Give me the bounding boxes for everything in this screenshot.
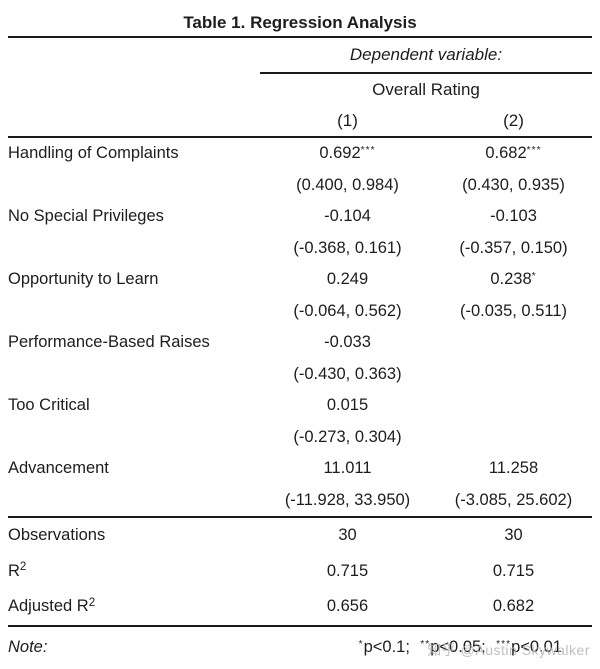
stats-row: Observations 30 30 bbox=[8, 518, 592, 554]
table-row: (-0.430, 0.363) bbox=[8, 359, 592, 391]
significance-legend: *p<0.1; **p<0.05; ***p<0.01 bbox=[358, 637, 562, 656]
variable-label: No Special Privileges bbox=[8, 207, 164, 225]
ci-cell: (0.430, 0.935) bbox=[462, 175, 565, 194]
coef-cell: 0.682*** bbox=[485, 144, 542, 162]
ci-cell: (-11.928, 33.950) bbox=[284, 490, 411, 509]
table-header-columns: Dependent variable: Overall Rating (1) (… bbox=[260, 38, 592, 136]
significance-stars: * bbox=[531, 271, 537, 283]
ci-cell bbox=[435, 422, 592, 454]
stats-note-rule bbox=[8, 624, 592, 627]
significance-stars: *** bbox=[360, 145, 376, 157]
ci-cell: (-0.064, 0.562) bbox=[293, 301, 402, 320]
coef-cell: 0.238* bbox=[490, 270, 537, 288]
variable-label: Performance-Based Raises bbox=[8, 333, 210, 351]
coef-cell: 0.015 bbox=[326, 396, 369, 414]
coef-cell bbox=[435, 390, 592, 424]
ci-cell: (-0.368, 0.161) bbox=[293, 238, 402, 257]
squared-superscript: 2 bbox=[88, 596, 96, 609]
stat-value: 0.715 bbox=[326, 561, 369, 580]
stats-row: R2 0.715 0.715 bbox=[8, 554, 592, 590]
coef-cell: 11.258 bbox=[488, 459, 539, 477]
coef-cell: -0.033 bbox=[324, 333, 371, 351]
stat-label: Observations bbox=[8, 526, 106, 544]
ci-cell: (0.400, 0.984) bbox=[296, 175, 399, 194]
table-row: (-11.928, 33.950) (-3.085, 25.602) bbox=[8, 485, 592, 517]
significance-stars: * bbox=[358, 638, 364, 650]
model-number-row: (1) (2) bbox=[260, 106, 592, 136]
dependent-variable-name: Overall Rating bbox=[372, 80, 480, 99]
stat-value: 0.715 bbox=[492, 561, 535, 580]
table-row: Performance-Based Raises -0.033 bbox=[8, 327, 592, 359]
significance-stars: *** bbox=[496, 638, 512, 650]
model-1-label: (1) bbox=[337, 111, 358, 130]
table-row: No Special Privileges -0.104 -0.103 bbox=[8, 201, 592, 233]
table-row: (-0.064, 0.562) (-0.035, 0.511) bbox=[8, 296, 592, 328]
significance-stars: *** bbox=[526, 145, 542, 157]
variable-label: Too Critical bbox=[8, 396, 90, 414]
variable-label: Opportunity to Learn bbox=[8, 270, 159, 288]
variable-label: Advancement bbox=[8, 459, 109, 477]
table-title: Table 1. Regression Analysis bbox=[183, 13, 417, 32]
coef-cell: 0.249 bbox=[326, 270, 369, 288]
ci-cell: (-0.430, 0.363) bbox=[293, 364, 402, 383]
note-label: Note: bbox=[8, 637, 48, 656]
stat-label: Adjusted R bbox=[8, 597, 89, 615]
table-row: Handling of Complaints 0.692*** 0.682*** bbox=[8, 138, 592, 170]
table-row: Opportunity to Learn 0.249 0.238* bbox=[8, 264, 592, 296]
note-row: Note: *p<0.1; **p<0.05; ***p<0.01 bbox=[8, 627, 592, 667]
table-row: (-0.273, 0.304) bbox=[8, 422, 592, 454]
table-row: (0.400, 0.984) (0.430, 0.935) bbox=[8, 170, 592, 202]
ci-cell: (-0.273, 0.304) bbox=[293, 427, 402, 446]
ci-cell: (-0.035, 0.511) bbox=[459, 301, 567, 320]
coef-cell: 0.692*** bbox=[319, 144, 376, 162]
ci-cell: (-3.085, 25.602) bbox=[454, 490, 573, 509]
body-stats-rule bbox=[8, 516, 592, 518]
stat-value: 30 bbox=[504, 526, 523, 544]
table-row: Advancement 11.011 11.258 bbox=[8, 453, 592, 485]
ci-cell bbox=[435, 359, 592, 391]
stat-label: R bbox=[8, 561, 20, 580]
header-body-rule bbox=[8, 136, 592, 138]
table-row: Too Critical 0.015 bbox=[8, 390, 592, 422]
top-rule bbox=[8, 36, 592, 38]
model-2-label: (2) bbox=[503, 111, 524, 130]
coef-cell bbox=[435, 327, 592, 361]
coef-cell: -0.103 bbox=[490, 207, 537, 225]
dependent-variable-label: Dependent variable: bbox=[260, 38, 592, 74]
significance-stars: ** bbox=[420, 638, 431, 650]
stat-value: 0.656 bbox=[326, 597, 369, 615]
squared-superscript: 2 bbox=[19, 561, 27, 574]
coef-cell: -0.104 bbox=[324, 207, 371, 225]
ci-cell: (-0.357, 0.150) bbox=[459, 238, 568, 257]
stats-row: Adjusted R2 0.656 0.682 bbox=[8, 589, 592, 625]
table-row: (-0.368, 0.161) (-0.357, 0.150) bbox=[8, 233, 592, 265]
stat-value: 0.682 bbox=[492, 597, 535, 615]
variable-label: Handling of Complaints bbox=[8, 144, 179, 162]
coef-cell: 11.011 bbox=[323, 459, 372, 477]
stat-value: 30 bbox=[338, 526, 357, 544]
